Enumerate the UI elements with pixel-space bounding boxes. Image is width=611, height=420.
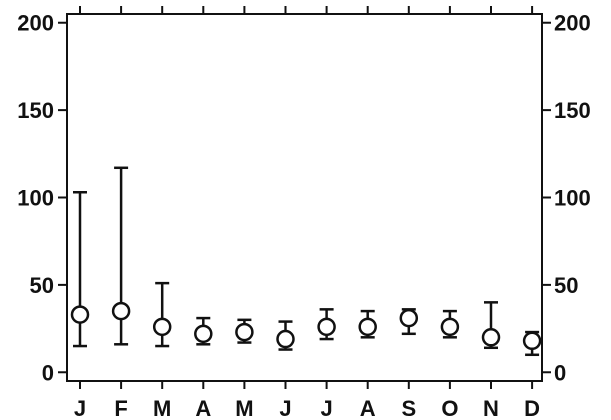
y-tick-label-right: 100 (554, 186, 591, 211)
data-point (235, 322, 254, 342)
x-tick-label: A (195, 396, 211, 420)
y-axis-left: 0 50 100 150 200 (17, 11, 67, 385)
y-tick-label-left: 0 (42, 360, 54, 385)
error-bars (73, 166, 540, 357)
y-tick-label-right: 0 (554, 360, 566, 385)
y-axis-right: 0 50 100 150 200 (542, 11, 591, 385)
data-point (70, 305, 90, 324)
y-tick-label-right: 50 (554, 273, 578, 298)
data-point (152, 317, 172, 337)
plot-frame (66, 13, 543, 382)
x-tick-label: J (279, 396, 291, 420)
x-tick-label: M (153, 396, 171, 420)
y-tick-label-left: 50 (30, 273, 54, 298)
data-point (399, 308, 419, 328)
data-point (317, 317, 336, 337)
x-tick-label: F (114, 396, 127, 420)
data-point (111, 301, 131, 321)
y-tick-label-left: 200 (17, 11, 54, 36)
data-point (522, 331, 542, 351)
x-tick-label: A (360, 396, 376, 420)
x-tick-label: M (235, 396, 253, 420)
x-tick-label: D (524, 396, 540, 420)
data-point (358, 317, 377, 337)
x-tick-label: J (320, 396, 332, 420)
x-tick-label: J (74, 396, 86, 420)
x-tick-label: S (401, 396, 416, 420)
data-point (276, 329, 295, 349)
y-tick-label-right: 150 (554, 98, 591, 123)
data-point (194, 324, 213, 344)
data-point (440, 317, 460, 337)
y-tick-label-left: 100 (17, 186, 54, 211)
x-tick-label: O (441, 396, 458, 420)
y-tick-label-right: 200 (554, 11, 591, 36)
data-points (70, 301, 542, 351)
x-tick-label: N (483, 396, 499, 420)
y-tick-label-left: 150 (17, 98, 54, 123)
data-point (481, 328, 501, 347)
